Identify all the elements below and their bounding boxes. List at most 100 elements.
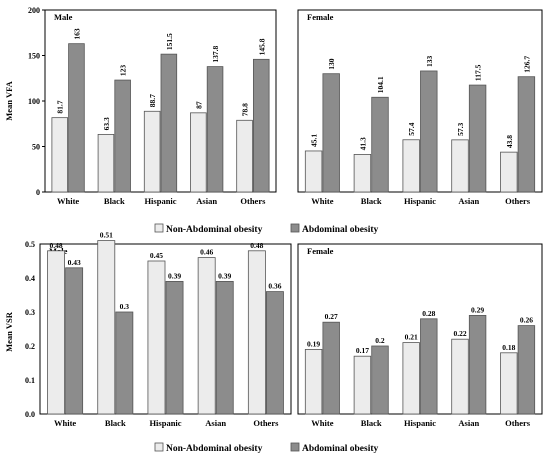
vsr-male-bar-non-abdominal (247, 250, 266, 415)
vsr-male-bar-abdominal (115, 311, 134, 415)
vfa-female-bar-non-abdominal (304, 150, 323, 193)
vsr-male-category-label: Hispanic (149, 418, 181, 428)
vsr-female-bar-non-abdominal (451, 338, 469, 415)
vfa-female-bar-non-abdominal (402, 139, 420, 193)
vfa-female-data-label: 57.4 (407, 122, 416, 135)
vsr-legend-swatch-abdominal (290, 442, 300, 452)
vsr-male-category-label: Others (253, 418, 279, 428)
vfa-male-data-label: 87 (194, 101, 203, 109)
vsr-female-bar-non-abdominal (353, 355, 372, 415)
vsr-male-y-tick-label: 0.0 (25, 410, 35, 419)
vsr-female-plot-frame (297, 243, 543, 415)
vfa-male-bar-abdominal (114, 79, 131, 193)
vsr-female-panel-title: Female (307, 246, 334, 256)
vsr-male-y-tick-label: 0.4 (25, 274, 35, 283)
vsr-legend: Non-Abdominal obesity Abdominal obesity (154, 442, 379, 454)
vfa-male-data-label: 81.7 (56, 100, 65, 113)
vsr-female-bar-abdominal (468, 314, 487, 415)
vsr-female-bar-non-abdominal (402, 342, 420, 415)
vsr-male-data-label: 0.48 (250, 241, 263, 250)
vfa-legend-label-abdominal: Abdominal obesity (302, 225, 379, 235)
vsr-female-panel: Female 0.19 0.27 White 0.17 0.2 Black 0.21 0.28 H… (297, 243, 543, 428)
vsr-male-category-label: White (54, 418, 76, 428)
vfa-female-bar-abdominal (517, 76, 536, 193)
vsr-female-data-label: 0.21 (405, 333, 418, 342)
vsr-male-y-tick-label: 0.5 (25, 240, 35, 249)
vsr-male-data-label: 0.46 (200, 248, 213, 257)
vfa-y-axis-label: Mean VFA (4, 80, 14, 120)
vsr-female-category-label: White (311, 418, 333, 428)
vsr-female-bar-abdominal (517, 325, 536, 415)
vfa-female-panel-title: Female (307, 12, 334, 22)
vsr-female-data-label: 0.27 (325, 312, 338, 321)
vsr-male-data-label: 0.45 (150, 251, 163, 260)
vfa-male-y-tick-label: 100 (28, 97, 40, 106)
vfa-female-bar-non-abdominal (500, 151, 518, 193)
vsr-male-bar-abdominal (165, 280, 184, 415)
vsr-female-data-label: 0.19 (307, 339, 320, 348)
vsr-legend-label-abdominal: Abdominal obesity (302, 444, 379, 454)
vsr-male-data-label: 0.3 (120, 302, 130, 311)
vsr-female-data-label: 0.29 (471, 305, 484, 314)
vsr-female-bar-non-abdominal (500, 352, 518, 415)
vfa-chart: Mean VFA Male 0 50 100 150 200 81.7 163 White 63.… (4, 6, 543, 206)
vfa-female-data-label: 57.3 (456, 122, 465, 135)
vsr-male-bar-abdominal (265, 291, 284, 415)
vfa-female-bar-abdominal (420, 70, 438, 193)
vfa-female-data-label: 133 (425, 55, 434, 67)
vsr-female-data-label: 0.18 (502, 343, 515, 352)
vsr-female-data-label: 0.28 (422, 309, 435, 318)
vfa-female-data-label: 104.1 (376, 76, 385, 93)
vfa-legend-swatch-non-abdominal (154, 223, 164, 233)
vfa-male-y-tick-label: 150 (28, 52, 40, 61)
vfa-male-bar-abdominal (68, 43, 85, 193)
vfa-male-category-label: Others (240, 196, 266, 206)
vsr-male-data-label: 0.39 (168, 271, 181, 280)
vfa-female-data-label: 41.3 (358, 137, 367, 150)
vfa-male-y-tick-label: 0 (36, 188, 40, 197)
vsr-male-y-tick-label: 0.2 (25, 342, 35, 351)
vsr-female-category-label: Others (505, 418, 531, 428)
vsr-female-bar-non-abdominal (304, 348, 323, 415)
vfa-female-category-label: White (311, 196, 333, 206)
vsr-male-data-label: 0.48 (50, 241, 63, 250)
vsr-legend-label-non-abdominal: Non-Abdominal obesity (166, 444, 263, 454)
vsr-male-bar-non-abdominal (47, 250, 66, 415)
vsr-y-axis-label: Mean VSR (4, 311, 14, 352)
vfa-legend-swatch-abdominal (290, 223, 300, 233)
vsr-female-bar-abdominal (371, 345, 389, 415)
vsr-male-bar-non-abdominal (97, 240, 116, 415)
vsr-female-category-label: Hispanic (404, 418, 436, 428)
vsr-female-data-label: 0.22 (453, 329, 466, 338)
vfa-female-data-label: 45.1 (310, 134, 319, 147)
vfa-female-category-label: Asian (458, 196, 479, 206)
vsr-male-y-tick-label: 0.3 (25, 308, 35, 317)
vsr-female-category-label: Black (361, 418, 382, 428)
vfa-female-category-label: Others (505, 196, 531, 206)
vfa-male-bar-abdominal (206, 66, 224, 193)
vfa-male-data-label: 163 (72, 28, 81, 40)
vsr-female-data-label: 0.26 (520, 316, 533, 325)
vsr-male-category-label: Black (105, 418, 126, 428)
vsr-legend-swatch-non-abdominal (154, 442, 164, 452)
vfa-male-data-label: 78.8 (241, 103, 250, 116)
vsr-male-y-tick-label: 0.1 (25, 376, 35, 385)
vfa-male-bar-non-abdominal (236, 119, 253, 193)
vfa-male-bar-non-abdominal (51, 117, 68, 193)
vfa-male-data-label: 123 (119, 65, 128, 77)
vfa-male-y-tick-label: 200 (28, 6, 40, 15)
vfa-male-category-label: Hispanic (144, 196, 176, 206)
vfa-male-y-tick-label: 50 (32, 143, 40, 152)
vsr-female-data-label: 0.17 (356, 346, 369, 355)
vfa-male-data-label: 137.8 (211, 45, 220, 62)
vsr-female-data-label: 0.2 (375, 336, 385, 345)
vsr-male-bar-non-abdominal (197, 257, 216, 415)
vfa-male-data-label: 145.8 (257, 38, 266, 55)
vfa-female-category-label: Black (361, 196, 382, 206)
vfa-male-category-label: Black (104, 196, 125, 206)
vfa-male-bar-abdominal (160, 53, 178, 193)
vfa-male-category-label: White (57, 196, 79, 206)
vsr-male-data-label: 0.43 (68, 258, 81, 267)
vfa-female-data-label: 43.8 (505, 135, 514, 148)
